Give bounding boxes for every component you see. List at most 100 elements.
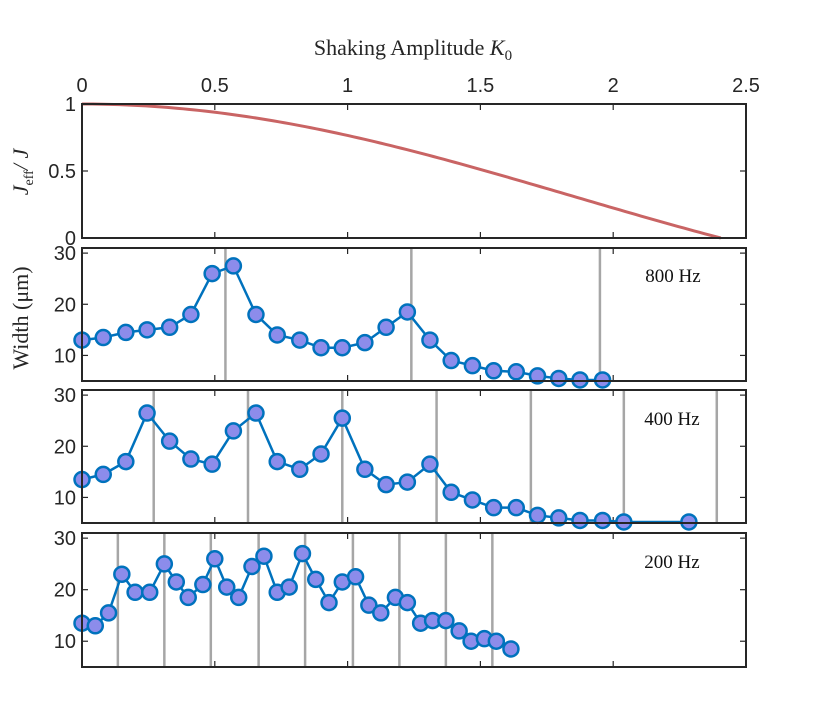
panel-frame (81, 532, 747, 668)
data-point-marker (463, 491, 482, 509)
y-tick-label: 0 (65, 228, 76, 250)
data-point-marker (293, 544, 312, 563)
data-point-marker (94, 328, 112, 347)
data-point-marker (291, 331, 309, 349)
data-point-marker (117, 323, 135, 342)
data-point-marker (99, 604, 118, 622)
y-axis-label-width-text: Width (μm) (8, 266, 33, 369)
y-axis-label-top-subscript: eff (22, 170, 37, 186)
data-point-marker (268, 326, 286, 344)
width-series-line (81, 410, 689, 524)
data-point-marker (421, 331, 439, 349)
y-axis-label-top: Jeff/ J (8, 148, 37, 196)
data-point-marker (507, 498, 526, 517)
panel-label-200hz: 200 Hz (644, 552, 699, 573)
x-tick-label: 2.5 (732, 75, 760, 97)
y-tick-label: 10 (54, 487, 76, 509)
data-point-marker (377, 318, 395, 337)
y-tick-label: 0.5 (48, 161, 76, 183)
data-point-marker (167, 573, 186, 591)
y-tick-label: 1 (65, 94, 76, 116)
data-point-marker (442, 351, 460, 370)
data-point-marker (398, 473, 417, 491)
svg-text:Jeff/ J: Jeff/ J (8, 148, 37, 196)
data-point-marker (528, 506, 547, 525)
data-point-marker (182, 450, 200, 468)
data-point-marker (86, 617, 105, 635)
data-point-marker (155, 555, 174, 573)
data-point-marker (312, 339, 330, 357)
data-point-marker (126, 583, 144, 602)
width-series-line (81, 264, 603, 382)
y-tick-label: 20 (54, 294, 76, 316)
x-axis-label-text: Shaking Amplitude (314, 35, 485, 60)
data-point-marker (320, 593, 338, 612)
data-point-marker (333, 409, 352, 427)
jeff-curve-line (81, 102, 722, 240)
data-point-marker (117, 452, 135, 471)
data-point-marker (140, 583, 159, 602)
data-point-marker (206, 550, 224, 568)
data-point-marker (203, 455, 221, 473)
data-point-marker (306, 570, 325, 589)
x-axis-label-subscript: 0 (505, 48, 513, 64)
data-point-marker (179, 588, 197, 607)
data-point-marker (593, 511, 612, 530)
data-point-marker (203, 264, 221, 283)
y-axis-label-top-j: J (8, 184, 33, 195)
panel-label-800hz: 800 Hz (645, 266, 700, 287)
x-tick-label: 0.5 (201, 75, 229, 97)
data-point-marker (356, 333, 374, 352)
data-point-marker (182, 305, 200, 324)
data-point-marker (502, 640, 520, 658)
data-point-marker (218, 578, 236, 596)
data-point-marker (224, 257, 243, 275)
data-point-marker (398, 593, 417, 612)
data-point-marker (247, 404, 265, 422)
data-point-marker (255, 547, 273, 565)
data-point-marker (280, 578, 298, 596)
panel-frame-top (81, 103, 747, 239)
y-tick-label: 20 (54, 436, 76, 458)
data-point-marker (333, 339, 352, 357)
data-point-marker (94, 465, 112, 484)
data-point-marker (356, 460, 374, 479)
y-tick-label: 30 (54, 243, 76, 265)
data-point-marker (113, 565, 131, 583)
data-point-marker (243, 557, 261, 576)
data-point-marker (484, 362, 503, 380)
data-point-marker (550, 369, 568, 388)
data-point-marker (360, 596, 378, 614)
data-point-marker (229, 588, 248, 607)
y-tick-label: 10 (54, 631, 76, 653)
data-point-marker (463, 356, 482, 375)
x-tick-label: 1.5 (466, 75, 494, 97)
data-point-marker (312, 445, 330, 463)
data-point-marker (571, 371, 589, 389)
data-point-marker (372, 604, 390, 622)
data-point-marker (160, 432, 179, 450)
x-tick-label: 2 (608, 75, 619, 97)
data-point-marker (138, 404, 156, 422)
y-tick-label: 10 (54, 345, 76, 367)
x-axis-label-symbol: K (489, 35, 506, 60)
y-tick-label: 30 (54, 385, 76, 407)
data-point-marker (528, 367, 547, 385)
x-tick-label: 0 (76, 75, 87, 97)
data-point-marker (398, 303, 417, 321)
panel-frame (81, 389, 747, 524)
data-point-marker (615, 513, 633, 531)
data-point-marker (437, 611, 455, 630)
data-point-marker (138, 321, 156, 339)
data-point-marker (377, 475, 395, 494)
data-point-marker (268, 452, 286, 471)
data-point-marker (550, 509, 568, 527)
panel-frame (81, 247, 747, 382)
data-point-marker (450, 622, 468, 640)
y-tick-label: 30 (54, 528, 76, 550)
data-point-marker (680, 513, 698, 531)
data-point-marker (224, 422, 243, 440)
data-point-marker (346, 568, 365, 586)
x-tick-label: 1 (342, 75, 353, 97)
